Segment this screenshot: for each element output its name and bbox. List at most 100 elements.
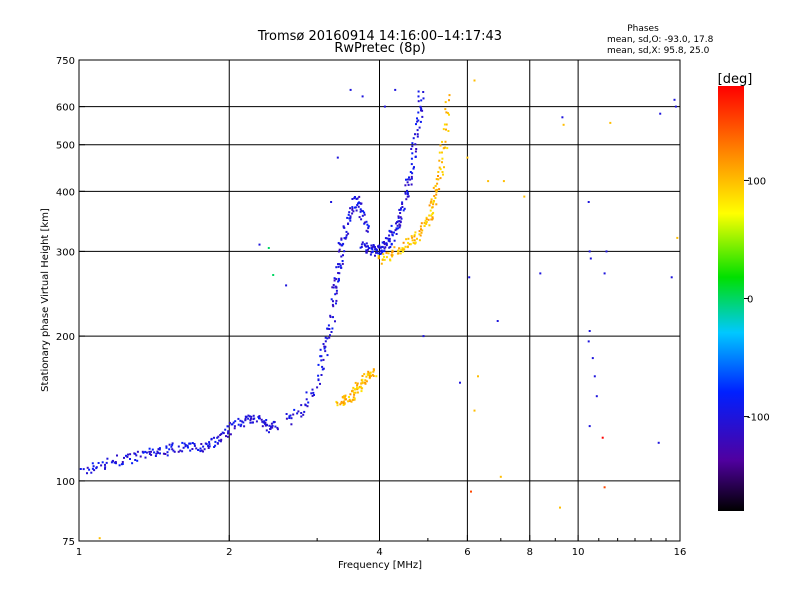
- x-mode-point: [443, 123, 446, 126]
- x-mode-point: [430, 198, 433, 201]
- stats-x-line: mean, sd,X: 95.8, 25.0: [607, 46, 710, 56]
- x-mode-point: [416, 237, 418, 240]
- o-mode-point: [233, 425, 236, 428]
- o-mode-point: [181, 441, 184, 444]
- o-mode-point: [329, 314, 332, 317]
- o-mode-point: [154, 455, 157, 457]
- o-mode-point: [335, 299, 338, 302]
- o-mode-point: [345, 230, 348, 233]
- scatter-point: [559, 506, 561, 509]
- x-mode-point: [368, 374, 371, 377]
- o-mode-point: [191, 442, 194, 444]
- o-mode-point: [363, 211, 366, 214]
- o-mode-point: [219, 434, 222, 436]
- x-mode-point: [353, 397, 356, 400]
- x-mode-point: [352, 396, 355, 399]
- x-mode-point: [354, 381, 357, 384]
- o-mode-point: [244, 417, 247, 420]
- x-mode-point: [425, 222, 428, 225]
- x-mode-point: [441, 157, 444, 160]
- o-mode-point: [391, 234, 394, 237]
- o-mode-point: [416, 120, 419, 123]
- x-mode-point: [435, 193, 438, 196]
- x-mode-point: [353, 391, 355, 394]
- o-mode-point: [164, 453, 167, 455]
- o-mode-point: [82, 468, 85, 471]
- o-mode-point: [360, 246, 363, 248]
- o-mode-point: [214, 440, 217, 443]
- o-mode-point: [371, 248, 374, 251]
- colorbar: [718, 86, 744, 511]
- x-mode-point: [356, 391, 359, 394]
- o-mode-point: [332, 284, 335, 286]
- o-mode-point: [264, 421, 267, 424]
- o-mode-point: [383, 243, 386, 246]
- x-mode-point: [435, 190, 438, 193]
- x-mode-point: [423, 224, 426, 227]
- x-mode-point: [439, 177, 442, 180]
- o-mode-point: [369, 253, 372, 256]
- o-mode-point: [395, 233, 398, 235]
- o-mode-point: [345, 236, 348, 239]
- o-mode-point: [359, 210, 362, 213]
- o-mode-point: [228, 421, 231, 424]
- x-mode-point: [431, 213, 434, 216]
- x-mode-point: [385, 251, 388, 254]
- o-mode-point: [378, 246, 381, 248]
- o-mode-point: [113, 461, 116, 464]
- o-mode-point: [383, 241, 385, 243]
- o-mode-point: [362, 210, 364, 213]
- x-mode-point: [413, 239, 416, 242]
- o-mode-point: [363, 243, 366, 246]
- x-mode-point: [390, 254, 393, 257]
- scatter-point: [267, 247, 270, 249]
- scatter-point: [595, 395, 598, 398]
- o-mode-point: [237, 417, 240, 420]
- o-mode-point: [151, 448, 154, 451]
- o-mode-point: [285, 413, 288, 415]
- scatter-point: [587, 201, 590, 203]
- x-mode-point: [436, 182, 439, 185]
- o-mode-point: [349, 219, 352, 222]
- colorbar-tick-label: 100: [747, 176, 766, 187]
- scatter-point: [539, 272, 542, 275]
- scatter-point: [605, 250, 608, 253]
- o-mode-point: [195, 447, 198, 450]
- x-mode-point: [349, 400, 352, 402]
- o-mode-point: [384, 246, 387, 249]
- o-mode-point: [401, 206, 404, 208]
- o-mode-point: [333, 279, 336, 282]
- o-mode-point: [398, 220, 401, 223]
- o-mode-point: [379, 253, 382, 255]
- o-mode-point: [381, 252, 383, 255]
- o-mode-point: [366, 223, 369, 226]
- o-mode-point: [227, 435, 229, 438]
- x-mode-point: [393, 246, 396, 249]
- o-mode-point: [270, 422, 273, 425]
- o-mode-point: [150, 450, 152, 453]
- o-mode-point: [241, 420, 244, 423]
- scatter-point: [674, 105, 677, 108]
- x-tick-label: 8: [527, 547, 533, 558]
- o-mode-point: [123, 456, 125, 459]
- o-mode-point: [268, 431, 270, 434]
- x-mode-point: [352, 386, 355, 389]
- y-tick-label: 75: [62, 537, 75, 548]
- o-mode-point: [393, 231, 395, 234]
- o-mode-point: [136, 459, 139, 462]
- o-mode-point: [210, 437, 213, 440]
- o-mode-point: [359, 208, 362, 211]
- o-mode-point: [305, 398, 308, 401]
- x-mode-point: [353, 398, 356, 401]
- x-axis-ticks: 1 2 4 6 8 10 16: [76, 535, 686, 558]
- o-mode-point: [416, 129, 419, 132]
- x-mode-point: [344, 394, 347, 397]
- o-mode-point: [121, 461, 124, 463]
- o-mode-point: [320, 359, 323, 362]
- o-mode-point: [412, 137, 415, 140]
- colorbar-label: [deg]: [718, 72, 753, 87]
- scatter-point: [499, 475, 502, 478]
- grid-lines: [79, 60, 680, 541]
- o-mode-point: [347, 222, 350, 225]
- o-mode-point: [401, 203, 404, 205]
